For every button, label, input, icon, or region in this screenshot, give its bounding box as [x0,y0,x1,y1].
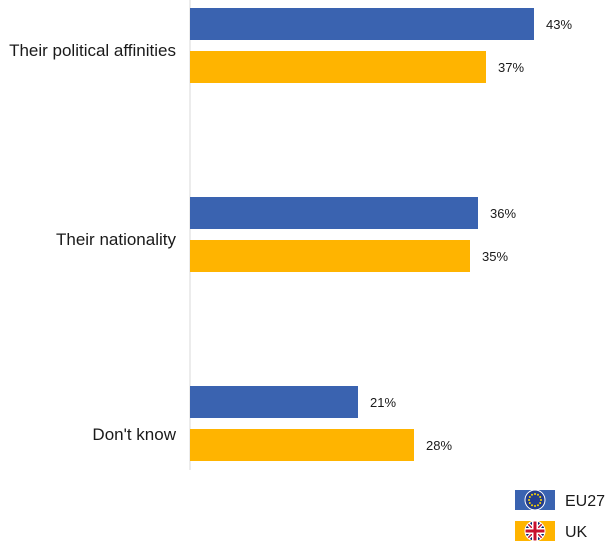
value-label-uk-their-nationality: 35% [482,249,508,264]
value-label-eu27-don-t-know: 21% [370,395,396,410]
value-label-uk-don-t-know: 28% [426,438,452,453]
bar-eu27-their-nationality [190,197,478,229]
legend: EU27 UK [515,489,605,542]
legend-item-eu27: EU27 [515,489,605,511]
value-label-uk-their-political-affinities: 37% [498,60,524,75]
category-label-their-nationality: Their nationality [56,230,177,249]
bar-uk-don-t-know [190,429,414,461]
legend-label-uk: UK [565,524,588,541]
legend-label-eu27: EU27 [565,493,605,510]
bar-eu27-their-political-affinities [190,8,534,40]
bar-eu27-don-t-know [190,386,358,418]
bar-uk-their-nationality [190,240,470,272]
category-label-their-political-affinities: Their political affinities [9,41,176,60]
eu-flag-icon [524,489,546,511]
uk-flag-icon [524,520,546,542]
bar-uk-their-political-affinities [190,51,486,83]
category-label-don-t-know: Don't know [92,425,176,444]
legend-item-uk: UK [515,520,588,542]
value-label-eu27-their-political-affinities: 43% [546,17,572,32]
value-label-eu27-their-nationality: 36% [490,206,516,221]
